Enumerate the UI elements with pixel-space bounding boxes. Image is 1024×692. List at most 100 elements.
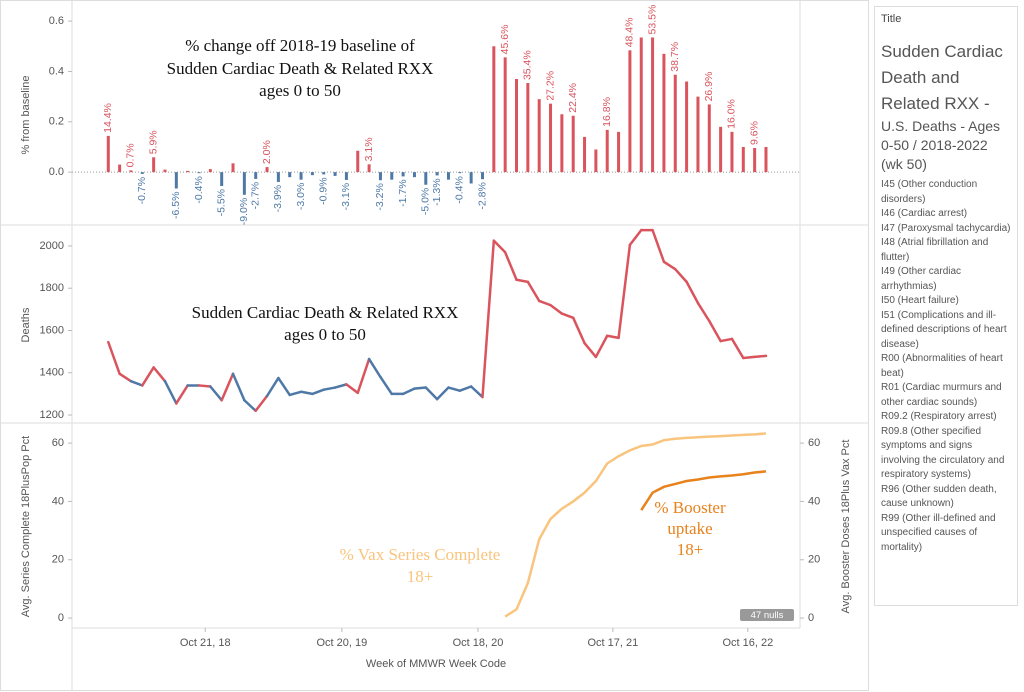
data-label: 27.2% [544, 71, 556, 101]
series-line [640, 470, 767, 511]
bar [356, 150, 360, 173]
line-segment [299, 390, 314, 396]
panel-item: I51 (Complications and ill-defined descr… [881, 309, 1007, 350]
data-label: 9.6% [748, 121, 760, 145]
bar [594, 149, 598, 173]
bar [617, 131, 621, 173]
line-segment [163, 379, 178, 405]
item-list: I45 (Other conduction disorders) I46 (Car… [881, 178, 1011, 555]
bar [152, 157, 156, 173]
line-segment [254, 394, 269, 413]
bar [231, 163, 235, 173]
line-segment [413, 386, 428, 390]
data-label: -5.5% [215, 189, 227, 216]
line-segment [231, 372, 246, 402]
line-segment [708, 319, 722, 343]
line-segment [583, 341, 598, 359]
annotation: ages 0 to 50 [259, 81, 341, 100]
line-segment [379, 375, 394, 396]
bar [741, 146, 745, 173]
bar [220, 172, 224, 186]
line-segment [469, 385, 484, 399]
bar [288, 172, 292, 178]
data-label: 48.4% [624, 18, 636, 48]
series-label: uptake [667, 519, 712, 538]
panel-title: Sudden Cardiac Death and Related RXX - [881, 42, 1003, 113]
bar [549, 103, 553, 173]
bar [730, 131, 734, 173]
data-label: -3.9% [272, 185, 284, 212]
bar [753, 147, 757, 173]
x-tick-label: Oct 16, 22 [722, 637, 773, 649]
data-label: -9.0% [238, 198, 250, 225]
panel-item: R96 (Other sudden death, cause unknown) [881, 483, 997, 510]
bar [662, 53, 666, 173]
panel-item: R09.2 (Respiratory arrest) [881, 411, 997, 422]
x-tick-label: Oct 20, 19 [316, 637, 367, 649]
bar [299, 172, 303, 180]
data-label: 5.9% [147, 130, 159, 154]
bar [367, 164, 371, 173]
y-tick-label: 1600 [40, 324, 64, 336]
bar [719, 126, 723, 173]
data-label: 0.7% [125, 143, 137, 167]
line-segment [333, 383, 348, 389]
data-label: 35.4% [522, 50, 534, 80]
y-tick-label: 60 [52, 437, 64, 449]
line-segment [322, 386, 337, 391]
bar [469, 172, 473, 184]
y2-tick-label: 40 [808, 495, 820, 507]
line-segment [730, 337, 745, 360]
bar [628, 50, 632, 173]
x-tick-label: Oct 18, 20 [453, 637, 504, 649]
bar [344, 172, 348, 180]
line-segment [560, 312, 575, 320]
data-label: -1.7% [397, 179, 409, 206]
bar [458, 172, 462, 174]
line-segment [651, 228, 666, 264]
data-label: -3.0% [295, 183, 307, 210]
bar [163, 169, 167, 173]
line-segment [742, 355, 756, 360]
line-segment [265, 376, 280, 398]
data-label: 38.7% [669, 42, 681, 72]
charts: Week of MMWR Week Code Oct 21, 18 Oct 20,… [0, 0, 869, 691]
bar [639, 37, 643, 173]
bar [208, 169, 212, 173]
line-segment [356, 357, 371, 395]
bar [106, 135, 110, 173]
bar [696, 96, 700, 173]
data-label: -0.7% [136, 177, 148, 204]
annotation: ages 0 to 50 [284, 325, 366, 344]
bar [605, 129, 609, 173]
bar [390, 172, 394, 180]
bar [401, 172, 405, 177]
line-segment [605, 334, 620, 340]
bar [651, 37, 655, 173]
series-line [504, 432, 767, 618]
bar [197, 172, 201, 174]
y-axis-title: % from baseline [20, 76, 32, 155]
data-label: 45.6% [499, 25, 511, 55]
line-segment [628, 228, 643, 247]
y2-tick-label: 20 [808, 554, 820, 566]
bar [503, 57, 507, 173]
line-segment [447, 386, 462, 392]
data-label: -5.0% [420, 188, 432, 215]
series-label: % Booster [654, 498, 726, 517]
bar [707, 104, 711, 173]
data-label: 26.9% [703, 72, 715, 102]
bar [560, 114, 564, 173]
line-segment [435, 386, 450, 401]
bar [129, 170, 133, 173]
bar [515, 79, 519, 173]
annotation: % change off 2018-19 baseline of [185, 36, 415, 55]
line-segment [526, 280, 541, 303]
line-segment [141, 366, 155, 387]
y-tick-label: 0.4 [49, 65, 64, 77]
data-label: -3.2% [374, 183, 386, 210]
line-segment [129, 379, 144, 387]
series-label: 18+ [677, 540, 704, 559]
data-label: -0.4% [454, 176, 466, 203]
null-badge [740, 609, 794, 621]
